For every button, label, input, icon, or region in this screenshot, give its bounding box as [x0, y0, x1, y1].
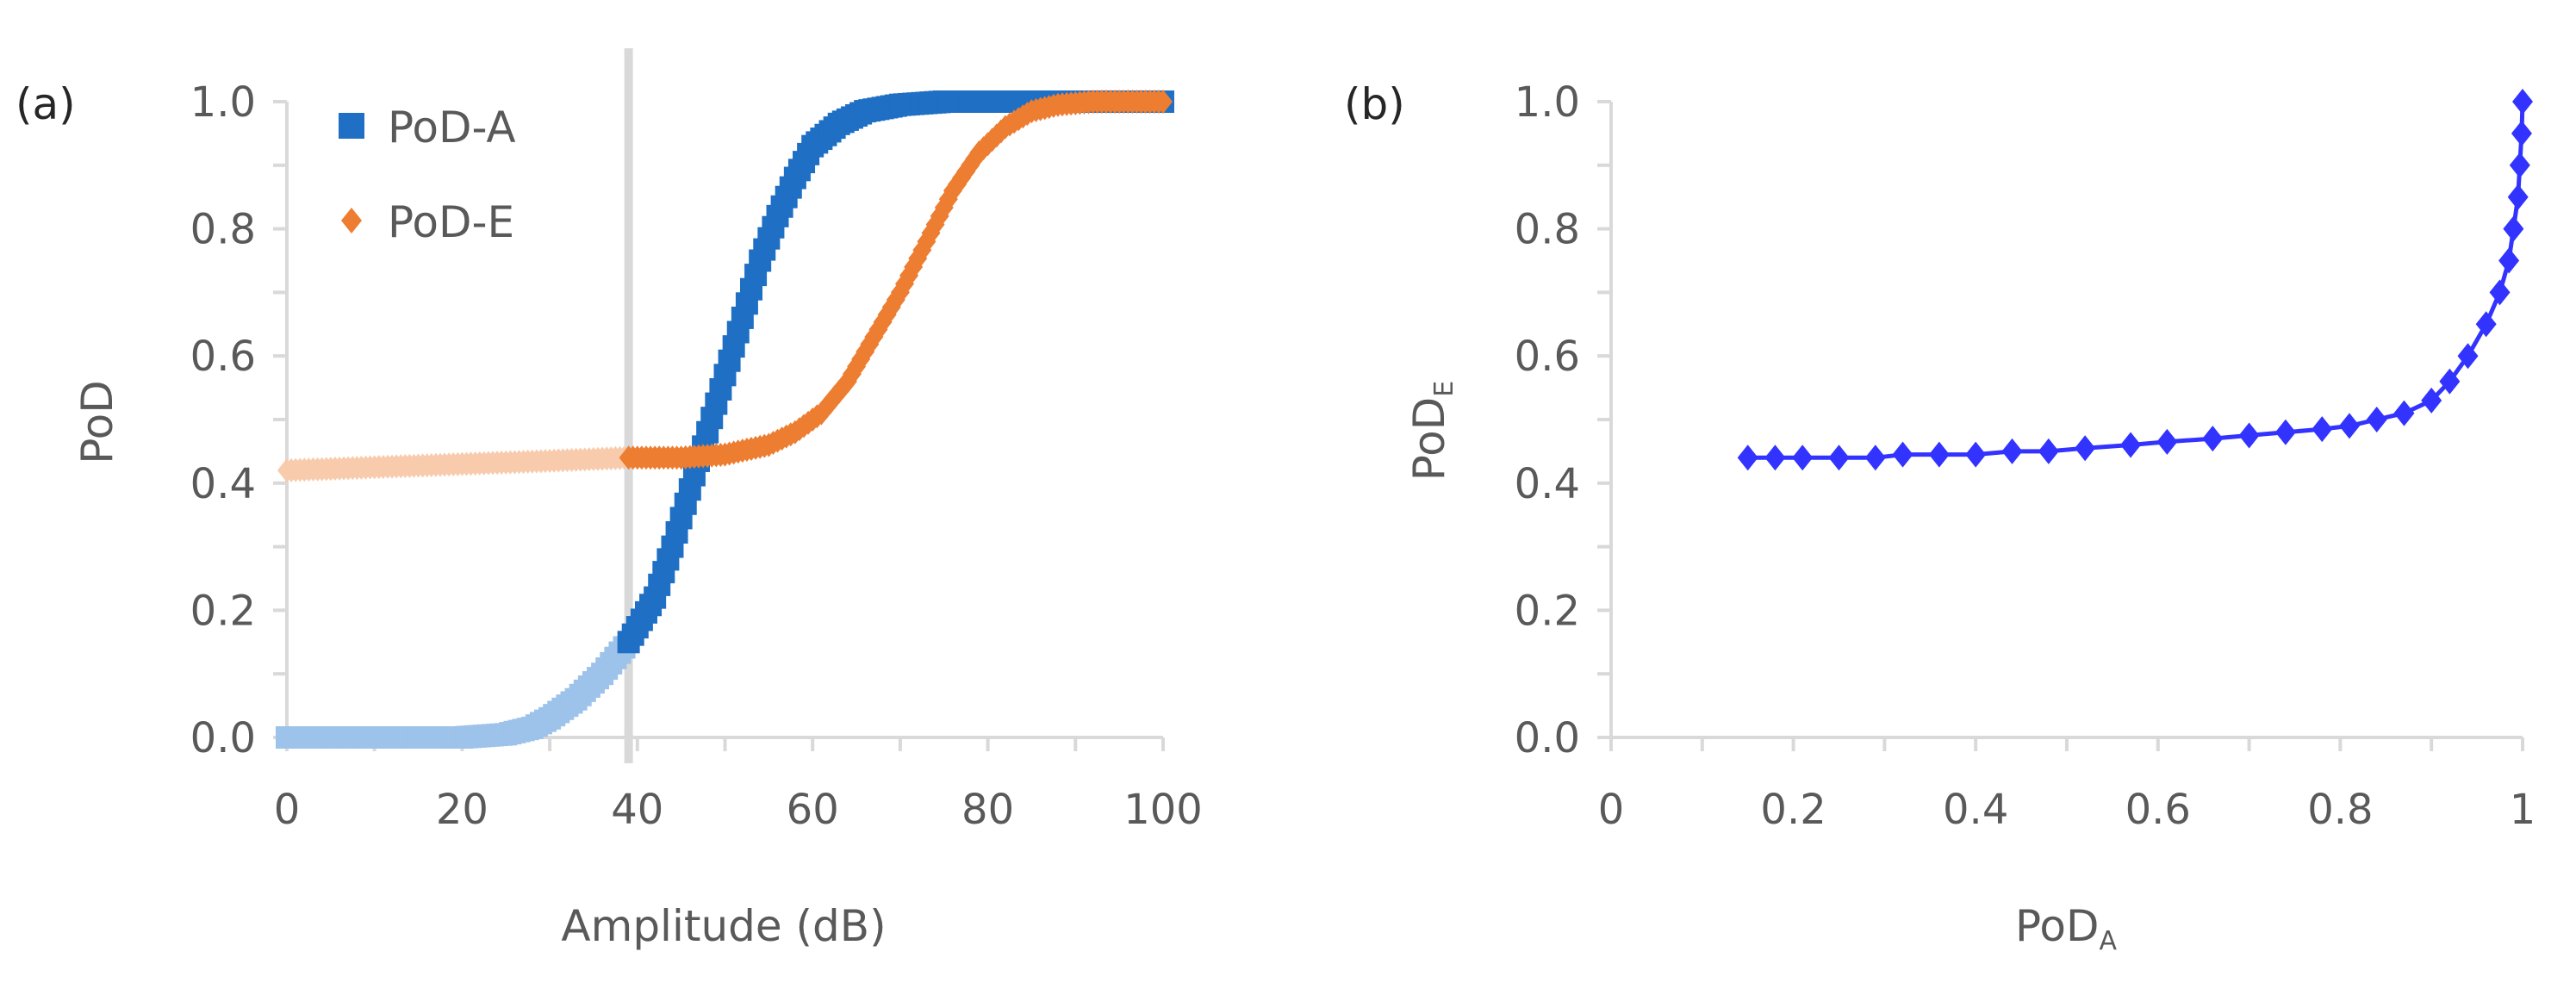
pod-curve-point — [2001, 438, 2023, 464]
pod-curve-point — [2421, 387, 2442, 414]
panel-a-y-axis-title: PoD — [72, 380, 122, 463]
panel-b-y-tick-label: 0.2 — [1515, 587, 1580, 635]
pod-curve-point — [2509, 152, 2530, 178]
panel-a-y-tick-label: 0.4 — [190, 460, 256, 508]
pod-curve-point — [2457, 343, 2479, 370]
panel-b-y-tick-label: 0.0 — [1515, 714, 1580, 762]
pod-curve-point — [2511, 120, 2532, 146]
pod-curve-point — [2312, 416, 2333, 443]
panel-a-y-tick-label: 1.0 — [190, 78, 256, 127]
panel-a-x-tick-label: 40 — [611, 786, 663, 834]
pod-curve-point — [2120, 432, 2142, 458]
panel-b-x-tick-label: 1 — [2510, 786, 2536, 834]
panel-a-y-tick-label: 0.2 — [190, 587, 256, 635]
panel-a-legend: PoD-A PoD-E — [339, 103, 516, 247]
pod-curve-point — [1764, 445, 1786, 471]
panel-b-x-tick-label: 0.2 — [1760, 786, 1826, 834]
panel-b-x-tick-label: 0 — [1598, 786, 1625, 834]
pod-curve-point — [1737, 445, 1758, 471]
panel-a-y-tick-label: 0.8 — [190, 206, 256, 254]
panel-b-x-tick-label: 0.4 — [1943, 786, 2008, 834]
panel-b-y-axis-title: PoDE — [1404, 381, 1459, 481]
pod-curve-point — [1928, 441, 1950, 468]
panel-b-y-tick-label: 0.4 — [1515, 460, 1580, 508]
pod-curve-point — [1892, 441, 1913, 468]
panel-b-y-tick-label: 0.8 — [1515, 206, 1580, 254]
pod-curve-point — [2503, 215, 2524, 242]
panel-b-x-tick-label: 0.8 — [2307, 786, 2373, 834]
pod-curve-point — [2393, 400, 2415, 426]
pod-curve-point — [1864, 445, 1886, 471]
pod-curve-point — [2498, 247, 2520, 274]
pod-curve-point — [1828, 445, 1850, 471]
panel-b-chart: (b) PoDE PoDA 0.0 0.2 0.4 0.6 0.8 1.0 0 0.2 0.4 0… — [1344, 78, 2536, 956]
panel-a-label: (a) — [16, 79, 76, 129]
panel-a-x-tick-label: 100 — [1123, 786, 1203, 834]
panel-a-y-tick-label: 0.6 — [190, 333, 256, 381]
pod-curve-point — [2507, 183, 2529, 210]
pod-curve-point — [2238, 422, 2260, 449]
panel-a-x-tick-label: 20 — [436, 786, 488, 834]
panel-a-y-tick-label: 0.0 — [190, 714, 256, 762]
legend-pod-e-swatch — [341, 208, 362, 233]
pod-curve-point — [2366, 407, 2387, 432]
pod-curve-point — [1965, 441, 1987, 468]
panel-a-x-tick-label: 60 — [787, 786, 839, 834]
pod-curve-point — [2274, 419, 2296, 445]
panel-a-chart: (a) PoD Amplitude (dB) 0.0 0.2 0.4 0.6 0.8 1.… — [16, 48, 1203, 951]
panel-b-y-tick-label: 0.6 — [1515, 333, 1580, 381]
panel-b-label: (b) — [1344, 79, 1405, 129]
legend-pod-a-label: PoD-A — [388, 103, 516, 152]
pod-curve-point — [2156, 428, 2178, 455]
pod-curve-point — [2075, 435, 2096, 462]
panel-b-x-tick-label: 0.6 — [2125, 786, 2191, 834]
pod-curve-point — [2338, 413, 2360, 439]
pod-curve-point — [2512, 89, 2533, 115]
pod-curve-point — [2038, 438, 2059, 464]
pod-curve-point — [2202, 426, 2224, 452]
panel-a-x-tick-label: 0 — [274, 786, 301, 834]
legend-pod-a-swatch — [339, 113, 364, 139]
pod-curve-point — [1792, 445, 1814, 471]
legend-pod-e-label: PoD-E — [388, 197, 514, 247]
panel-b-y-tick-label: 1.0 — [1515, 78, 1580, 127]
panel-b-x-axis-title: PoDA — [2015, 901, 2117, 956]
pod-curve-point — [2489, 279, 2511, 306]
pod-curve-point — [2475, 311, 2497, 338]
panel-a-x-tick-label: 80 — [961, 786, 1014, 834]
pod-curve-point — [2439, 368, 2461, 395]
pod-e-point — [1154, 90, 1173, 114]
panel-a-x-axis-title: Amplitude (dB) — [561, 901, 886, 951]
